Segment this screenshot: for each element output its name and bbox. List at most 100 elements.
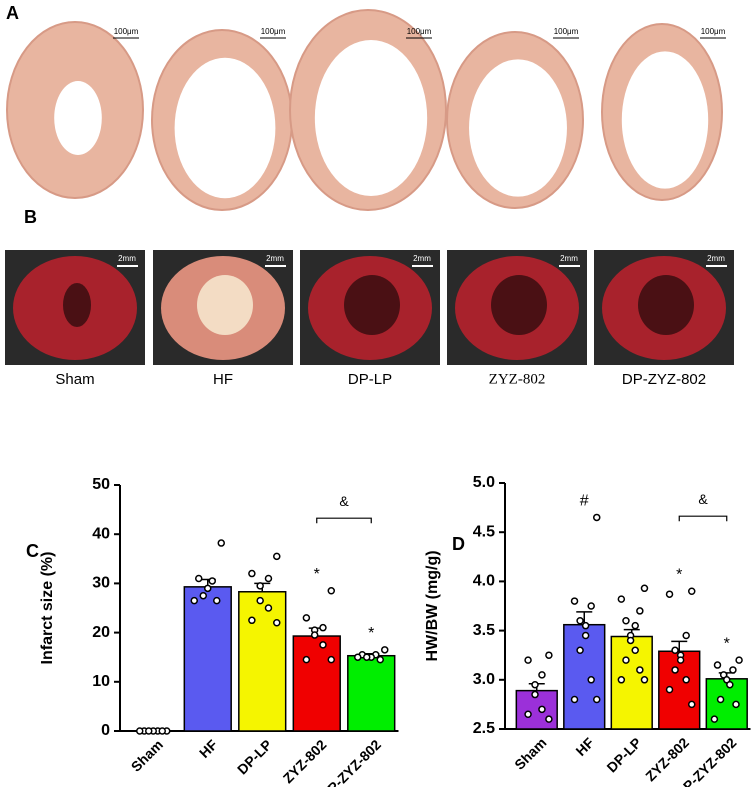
data-point bbox=[687, 587, 696, 595]
data-point bbox=[327, 587, 336, 595]
y-tick-label: 3.0 bbox=[473, 671, 495, 688]
data-point bbox=[531, 680, 539, 689]
data-point bbox=[710, 715, 719, 723]
data-point bbox=[622, 656, 630, 664]
data-point bbox=[636, 607, 644, 615]
bar bbox=[658, 650, 701, 730]
x-tick-label: HF bbox=[196, 736, 221, 761]
data-point bbox=[581, 631, 590, 640]
data-point bbox=[631, 621, 639, 630]
data-point bbox=[640, 676, 649, 684]
x-tick-label: DP-LP bbox=[234, 736, 275, 777]
data-point bbox=[581, 621, 590, 630]
bar bbox=[563, 623, 606, 730]
data-point bbox=[248, 569, 256, 578]
bar bbox=[183, 586, 232, 732]
data-point bbox=[545, 715, 553, 723]
data-point bbox=[538, 705, 546, 714]
significance-mark: * bbox=[724, 635, 730, 652]
x-tick-label: DP-ZYZ-802 bbox=[317, 736, 384, 787]
scale-bar-label: 2mm bbox=[413, 254, 431, 263]
x-tick-label: DP-LP bbox=[603, 734, 644, 775]
data-point bbox=[158, 727, 166, 735]
bar bbox=[238, 591, 287, 732]
data-point bbox=[665, 685, 674, 694]
bar bbox=[347, 654, 396, 732]
data-point bbox=[136, 727, 144, 735]
data-point bbox=[631, 646, 639, 655]
x-tick-label: Sham bbox=[511, 734, 549, 772]
tissue-lumen bbox=[54, 81, 102, 155]
y-tick-label: 2.5 bbox=[473, 720, 495, 737]
group-label: DP-ZYZ-802 bbox=[622, 371, 706, 388]
data-point bbox=[208, 577, 216, 585]
heart-lumen bbox=[344, 275, 400, 335]
tissue-lumen bbox=[314, 40, 428, 196]
group-label: HF bbox=[213, 371, 233, 388]
data-point bbox=[273, 552, 281, 561]
group-label: ZYZ-802 bbox=[489, 371, 546, 387]
data-point bbox=[190, 596, 198, 605]
data-point bbox=[264, 604, 273, 612]
data-point bbox=[524, 656, 532, 664]
scale-bar-label: 2mm bbox=[560, 254, 578, 263]
panel-label: D bbox=[452, 534, 465, 554]
scale-bar-label: 100μm bbox=[261, 27, 286, 36]
data-point bbox=[256, 596, 264, 605]
tissue-lumen bbox=[174, 57, 276, 199]
y-tick-label: 10 bbox=[92, 673, 110, 690]
panel-a: 100μm 100μm 100μm 100μm 100μm bbox=[6, 9, 726, 211]
data-point bbox=[327, 655, 336, 664]
group-label: DP-LP bbox=[348, 371, 392, 388]
data-point bbox=[687, 700, 696, 709]
data-point bbox=[682, 676, 690, 684]
significance-mark: * bbox=[368, 625, 374, 642]
bar bbox=[292, 635, 341, 732]
scale-bar-label: 2mm bbox=[266, 254, 284, 263]
data-point bbox=[524, 710, 532, 718]
data-point bbox=[716, 695, 725, 704]
panel-label: A bbox=[6, 3, 19, 23]
scale-bar-label: 2mm bbox=[707, 254, 725, 263]
y-axis-label: Infarct size (%) bbox=[39, 552, 56, 665]
y-axis-label: HW/BW (mg/g) bbox=[424, 550, 441, 661]
data-point bbox=[354, 653, 362, 661]
scale-bar-label: 2mm bbox=[118, 254, 136, 263]
data-point bbox=[195, 574, 203, 583]
scale-bar-label: 100μm bbox=[701, 27, 726, 36]
data-point bbox=[576, 617, 584, 625]
data-point bbox=[273, 619, 281, 627]
y-tick-label: 4.0 bbox=[473, 573, 495, 590]
x-tick-label: Sham bbox=[128, 736, 166, 774]
data-point bbox=[732, 700, 740, 709]
significance-mark: * bbox=[676, 566, 682, 583]
tissue-lumen bbox=[469, 59, 567, 197]
data-point bbox=[199, 591, 207, 600]
y-tick-label: 30 bbox=[92, 575, 110, 592]
data-point bbox=[538, 671, 546, 679]
data-point bbox=[363, 653, 371, 661]
x-tick-label: HF bbox=[572, 734, 597, 759]
data-point bbox=[310, 631, 319, 639]
data-point bbox=[570, 597, 579, 605]
data-point bbox=[376, 655, 384, 664]
data-point bbox=[217, 539, 225, 547]
data-point bbox=[531, 690, 539, 699]
data-point bbox=[302, 655, 311, 664]
y-tick-label: 5.0 bbox=[473, 474, 495, 491]
y-tick-label: 20 bbox=[92, 624, 110, 641]
y-tick-label: 3.5 bbox=[473, 622, 495, 639]
y-tick-label: 4.5 bbox=[473, 523, 495, 540]
data-point bbox=[256, 582, 264, 590]
data-point bbox=[729, 666, 737, 674]
x-tick-label: ZYZ-802 bbox=[280, 736, 330, 786]
data-point bbox=[622, 617, 630, 625]
bracket-label: & bbox=[698, 491, 708, 507]
significance-mark: * bbox=[314, 566, 320, 583]
data-point bbox=[319, 641, 327, 649]
data-point bbox=[636, 666, 644, 674]
data-point bbox=[145, 727, 153, 735]
